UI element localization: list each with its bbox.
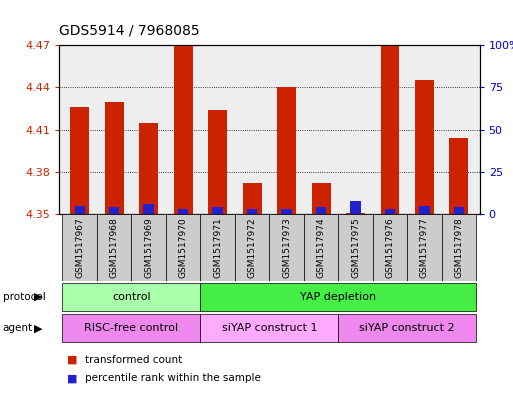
Text: RISC-free control: RISC-free control	[84, 323, 179, 333]
Bar	[201, 314, 338, 342]
Bar	[247, 209, 257, 214]
Bar	[381, 45, 400, 214]
Bar	[311, 183, 330, 214]
Bar	[415, 81, 434, 214]
Text: agent: agent	[3, 323, 33, 333]
Bar	[139, 123, 158, 214]
Text: GSM1517978: GSM1517978	[455, 217, 463, 278]
Text: protocol: protocol	[3, 292, 45, 302]
Bar	[63, 283, 201, 311]
Bar	[97, 214, 131, 281]
Bar	[346, 213, 365, 214]
Bar	[70, 107, 89, 214]
Bar	[63, 314, 201, 342]
Bar	[166, 214, 201, 281]
Text: siYAP construct 1: siYAP construct 1	[222, 323, 317, 333]
Bar	[277, 88, 296, 214]
Bar	[144, 204, 154, 214]
Bar	[316, 208, 326, 214]
Text: GDS5914 / 7968085: GDS5914 / 7968085	[59, 23, 200, 37]
Bar	[304, 214, 338, 281]
Text: GSM1517973: GSM1517973	[282, 217, 291, 278]
Bar	[407, 214, 442, 281]
Bar	[201, 283, 476, 311]
Bar	[201, 214, 235, 281]
Bar	[212, 208, 223, 214]
Bar	[208, 110, 227, 214]
Text: GSM1517967: GSM1517967	[75, 217, 84, 278]
Text: ▶: ▶	[34, 323, 43, 333]
Bar	[454, 208, 464, 214]
Text: ▶: ▶	[34, 292, 43, 302]
Text: YAP depletion: YAP depletion	[300, 292, 377, 302]
Bar	[243, 183, 262, 214]
Bar	[63, 214, 97, 281]
Bar	[373, 214, 407, 281]
Bar	[385, 209, 395, 214]
Bar	[105, 101, 124, 214]
Bar	[338, 314, 476, 342]
Text: ■: ■	[67, 373, 77, 384]
Bar	[74, 206, 85, 214]
Bar	[350, 201, 361, 214]
Bar	[173, 45, 192, 214]
Bar	[282, 209, 292, 214]
Text: GSM1517971: GSM1517971	[213, 217, 222, 278]
Text: GSM1517976: GSM1517976	[385, 217, 394, 278]
Bar	[442, 214, 476, 281]
Text: GSM1517974: GSM1517974	[317, 217, 326, 278]
Text: GSM1517972: GSM1517972	[248, 217, 256, 278]
Text: GSM1517968: GSM1517968	[110, 217, 119, 278]
Bar	[419, 206, 430, 214]
Bar	[178, 209, 188, 214]
Bar	[338, 214, 373, 281]
Bar	[109, 208, 120, 214]
Bar	[449, 138, 468, 214]
Text: GSM1517977: GSM1517977	[420, 217, 429, 278]
Bar	[131, 214, 166, 281]
Bar	[269, 214, 304, 281]
Text: GSM1517970: GSM1517970	[179, 217, 188, 278]
Text: siYAP construct 2: siYAP construct 2	[360, 323, 455, 333]
Text: control: control	[112, 292, 151, 302]
Bar	[235, 214, 269, 281]
Text: GSM1517975: GSM1517975	[351, 217, 360, 278]
Text: ■: ■	[67, 354, 77, 365]
Text: transformed count: transformed count	[85, 354, 182, 365]
Text: percentile rank within the sample: percentile rank within the sample	[85, 373, 261, 384]
Text: GSM1517969: GSM1517969	[144, 217, 153, 278]
